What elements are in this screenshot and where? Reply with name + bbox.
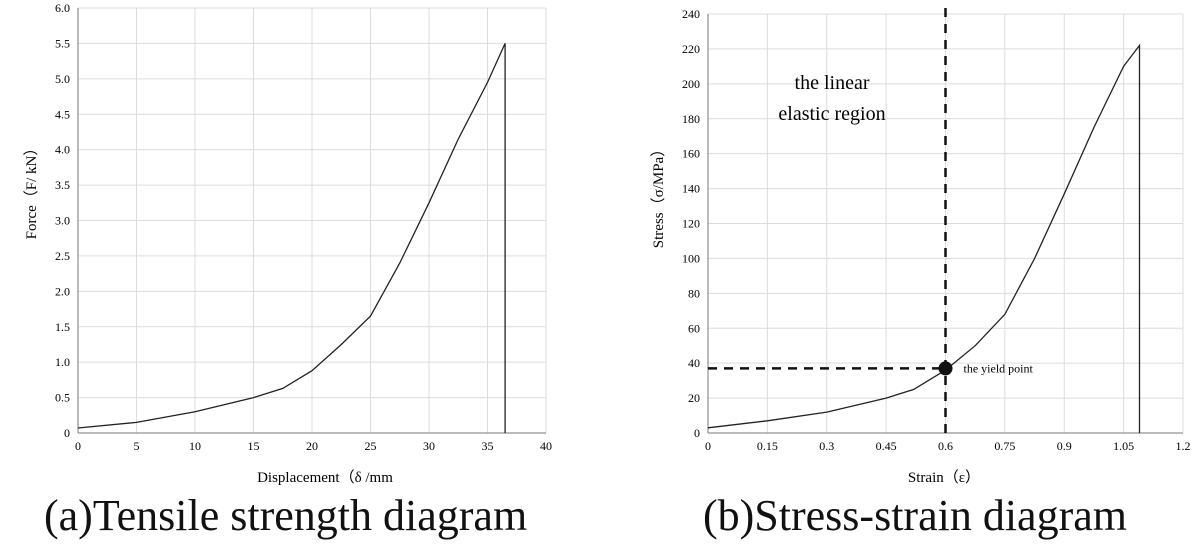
chart-a-x-label: Displacement（δ /mm	[257, 469, 393, 486]
chart-b-x-tick: 0.3	[819, 439, 834, 453]
chart-b-y-ticks: 0 20 40 60 80 100 120 140 160 180 200 220 240	[682, 7, 700, 440]
chart-b-y-label: Stress（σ/MPa）	[650, 142, 667, 248]
chart-a-y-label: Force（F/ kN）	[23, 141, 40, 240]
chart-a-y-tick: 5.0	[55, 72, 70, 86]
chart-a-y-tick: 3.5	[55, 178, 70, 192]
chart-a-y-tick: 2.5	[55, 249, 70, 263]
chart-b-x-tick: 0.15	[757, 439, 778, 453]
series-line	[707, 43, 1141, 433]
chart-b-y-tick: 60	[688, 321, 700, 335]
chart-a-y-tick: 0.5	[55, 391, 70, 405]
chart-b-y-tick: 120	[682, 217, 700, 231]
chart-a-y-tick: 0	[64, 426, 70, 440]
chart-a-y-tick: 6.0	[55, 1, 70, 15]
chart-b-x-tick: 0	[705, 439, 711, 453]
chart-a-y-tick: 4.0	[55, 143, 70, 157]
chart-b-x-label: Strain（ε）	[908, 469, 980, 486]
chart-b-series	[707, 43, 1141, 433]
chart-b-y-tick: 240	[682, 7, 700, 21]
stress-strain-chart: 0 0.15 0.3 0.45 0.6 0.75 0.9 1.05 1.2 0 20 40 60 80 1…	[650, 7, 1191, 486]
chart-b-y-tick: 40	[688, 356, 700, 370]
chart-a-x-tick: 15	[248, 439, 260, 453]
chart-b-y-tick: 160	[682, 147, 700, 161]
linear-region-label-line-1: the linear	[795, 72, 870, 94]
chart-b-y-tick: 20	[688, 391, 700, 405]
chart-a-y-tick: 5.5	[55, 36, 70, 50]
yield-point-label: the yield point	[964, 361, 1034, 375]
chart-a-y-tick: 3.0	[55, 214, 70, 228]
chart-a-x-ticks: 0 5 10 15 20 25 30 35 40	[75, 439, 552, 453]
yield-point-marker	[938, 361, 953, 376]
chart-b-annotations: the yield point the linear elastic regio…	[708, 8, 1033, 433]
linear-region-label-line-2: elastic region	[778, 103, 885, 125]
chart-b-y-tick: 140	[682, 182, 700, 196]
chart-b-y-tick: 200	[682, 77, 700, 91]
chart-a-x-tick: 35	[482, 439, 494, 453]
chart-a-x-tick: 0	[75, 439, 81, 453]
tensile-strength-chart: 0 5 10 15 20 25 30 35 40 0 0.5 1.0 1.5 2.0 2.5 3.0 3.5 4…	[23, 1, 552, 486]
chart-a-x-tick: 30	[423, 439, 435, 453]
chart-a-x-tick: 40	[540, 439, 552, 453]
chart-a-grid	[77, 7, 547, 434]
chart-b-y-tick: 80	[688, 286, 700, 300]
chart-a-x-tick: 25	[365, 439, 377, 453]
chart-a-y-tick: 4.5	[55, 107, 70, 121]
chart-a-y-tick: 1.5	[55, 320, 70, 334]
chart-b-x-tick: 0.9	[1057, 439, 1072, 453]
chart-a-y-tick: 1.0	[55, 355, 70, 369]
chart-a-x-tick: 10	[189, 439, 201, 453]
chart-b-x-tick: 1.05	[1113, 439, 1134, 453]
chart-b-x-tick: 0.45	[876, 439, 897, 453]
chart-b-y-tick: 220	[682, 42, 700, 56]
caption-tensile-strength: (a)Tensile strength diagram	[44, 491, 528, 540]
chart-b-x-tick: 0.75	[994, 439, 1015, 453]
chart-a-y-tick: 2.0	[55, 284, 70, 298]
chart-b-y-tick: 180	[682, 112, 700, 126]
caption-stress-strain: (b)Stress-strain diagram	[703, 491, 1127, 540]
chart-a-series	[77, 43, 506, 433]
chart-a-x-tick: 5	[134, 439, 140, 453]
chart-a-y-ticks: 0 0.5 1.0 1.5 2.0 2.5 3.0 3.5 4.0 4.5 5.0 5.5 6.0	[55, 1, 70, 440]
chart-b-x-tick: 1.2	[1176, 439, 1191, 453]
series-line	[77, 43, 506, 433]
chart-b-x-ticks: 0 0.15 0.3 0.45 0.6 0.75 0.9 1.05 1.2	[705, 439, 1191, 453]
chart-b-x-tick: 0.6	[938, 439, 953, 453]
chart-b-y-tick: 0	[694, 426, 700, 440]
chart-a-x-tick: 20	[306, 439, 318, 453]
chart-b-y-tick: 100	[682, 251, 700, 265]
